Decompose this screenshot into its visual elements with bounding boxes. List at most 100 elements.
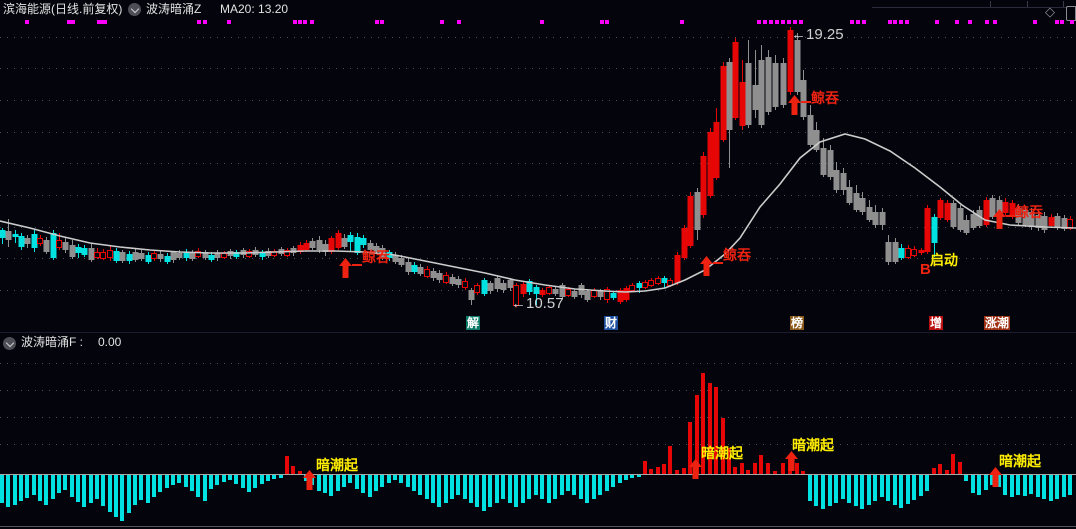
- histogram-bar-down: [527, 475, 531, 499]
- candle-body-hollow: [94, 252, 100, 258]
- histogram-bar-up: [727, 448, 731, 474]
- panel-layout-icon[interactable]: [1066, 6, 1076, 21]
- candle-body: [970, 214, 977, 228]
- histogram-bar-up: [721, 418, 725, 474]
- histogram-bar-down: [585, 475, 589, 503]
- candle-body: [1061, 218, 1068, 229]
- histogram-bar-down: [355, 475, 359, 489]
- candle-body: [623, 288, 630, 300]
- candle-body: [726, 62, 733, 130]
- candle-body: [885, 242, 892, 262]
- candle-body: [500, 283, 507, 290]
- histogram-bar-down: [13, 475, 17, 505]
- histogram-bar-down: [592, 475, 596, 499]
- histogram-bar-down: [834, 475, 838, 503]
- histogram-bar-down: [867, 475, 871, 505]
- main-indicator-name[interactable]: 波涛暗涌Z: [146, 2, 202, 16]
- histogram-bar-down: [997, 475, 1001, 487]
- marker-badge-bang[interactable]: 榜: [790, 316, 805, 330]
- candle-body: [765, 57, 772, 112]
- candle-body-hollow: [642, 282, 648, 288]
- candle-body: [866, 207, 873, 220]
- candle-body-hollow: [604, 289, 610, 300]
- histogram-bar-down: [196, 475, 200, 497]
- histogram-bar-down: [184, 475, 188, 487]
- histogram-bar-down: [82, 475, 86, 507]
- histogram-bar-down: [209, 475, 213, 489]
- candle-body: [189, 253, 196, 259]
- signal-jingtun-3-dash: [801, 101, 811, 103]
- histogram-bar-down: [482, 475, 486, 511]
- candle-body: [687, 196, 694, 246]
- candle-body: [164, 256, 171, 262]
- histogram-bar-down: [847, 475, 851, 503]
- candle-body: [892, 242, 899, 262]
- diamond-icon[interactable]: ◇: [1045, 4, 1055, 19]
- candle-body: [787, 30, 794, 92]
- histogram-bar-down: [57, 475, 61, 493]
- candle-body: [81, 248, 88, 255]
- candle-body: [481, 280, 488, 294]
- candle-body: [233, 252, 240, 257]
- histogram-bar-down: [323, 475, 327, 493]
- candle-body: [840, 173, 847, 190]
- histogram-bar-up: [649, 469, 653, 474]
- candle-body: [694, 192, 701, 230]
- candle-body: [681, 228, 688, 258]
- histogram-bar-down: [566, 475, 570, 491]
- candle-body: [31, 234, 38, 248]
- histogram-bar-up: [285, 456, 289, 474]
- histogram-bar-down: [540, 475, 544, 499]
- candle-body: [507, 280, 514, 288]
- histogram-bar-up: [708, 383, 712, 474]
- histogram-bar-down: [990, 475, 994, 485]
- candle-body: [126, 254, 133, 261]
- histogram-bar-down: [1062, 475, 1066, 497]
- chevron-down-circle-icon-lower[interactable]: [3, 337, 16, 350]
- event-dot: [103, 20, 107, 24]
- marker-badge-cai[interactable]: 财: [604, 316, 619, 330]
- histogram-bar-down: [165, 475, 169, 488]
- candle-body: [853, 193, 860, 210]
- histogram-bar-down: [630, 475, 634, 478]
- candle-body: [758, 60, 765, 125]
- candle-body: [12, 234, 19, 237]
- candle-body: [745, 63, 752, 125]
- price-label-low: ←10.57: [511, 295, 564, 312]
- candle-body: [1002, 202, 1009, 213]
- histogram-bar-down: [336, 475, 340, 491]
- lower-indicator-name[interactable]: 波涛暗涌F :: [21, 335, 83, 349]
- histogram-bar-down: [228, 475, 232, 480]
- candle-body: [297, 245, 304, 252]
- event-dot: [985, 20, 989, 24]
- candle-body: [309, 241, 316, 248]
- event-dot: [540, 20, 544, 24]
- candle-body-hollow: [474, 285, 480, 293]
- histogram-bar-down: [158, 475, 162, 492]
- candle-body-hollow: [37, 238, 43, 244]
- marker-badge-zeng[interactable]: 增: [929, 316, 944, 330]
- histogram-bar-down: [618, 475, 622, 483]
- histogram-bar-down: [860, 475, 864, 509]
- histogram-bar-down: [418, 475, 422, 495]
- marker-badge-zhangchao[interactable]: 涨潮: [984, 316, 1011, 330]
- histogram-bar-down: [380, 475, 384, 487]
- histogram-bar-down: [899, 475, 903, 508]
- histogram-bar-up: [958, 462, 962, 474]
- candle-body: [950, 203, 957, 227]
- histogram-bar-down: [971, 475, 975, 493]
- candle-body: [132, 252, 139, 260]
- candle-body: [411, 265, 418, 272]
- candle-body-hollow: [195, 251, 201, 257]
- candle-body: [392, 255, 399, 262]
- signal-jingtun-3-arrow: [788, 95, 801, 115]
- candle-body: [145, 255, 152, 262]
- chevron-down-circle-icon[interactable]: [128, 3, 141, 16]
- candle-body: [18, 236, 25, 247]
- marker-badge-jie[interactable]: 解: [466, 316, 481, 330]
- histogram-bar-down: [880, 475, 884, 497]
- candle-body: [367, 243, 374, 250]
- candle-body: [772, 63, 779, 107]
- histogram-bar-down: [19, 475, 23, 501]
